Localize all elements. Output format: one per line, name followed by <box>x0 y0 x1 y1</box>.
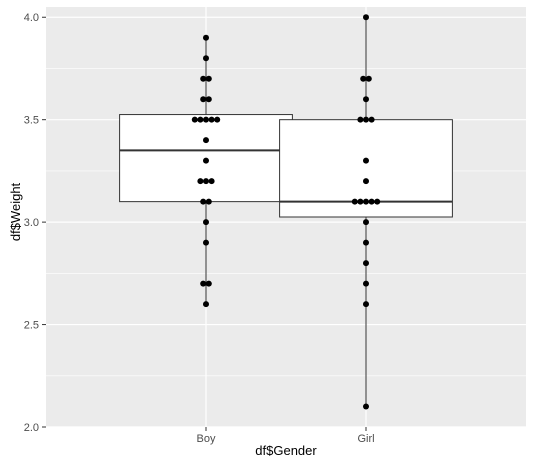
data-point <box>200 280 207 287</box>
data-point <box>203 55 209 62</box>
data-point <box>363 198 369 205</box>
data-point <box>363 219 369 226</box>
x-tick-label: Girl <box>357 433 374 445</box>
data-point <box>363 239 369 246</box>
y-tick-label: 2.5 <box>24 320 39 332</box>
data-point <box>363 280 369 287</box>
data-point <box>363 178 369 185</box>
data-point <box>363 116 369 123</box>
x-axis-title: df$Gender <box>255 443 317 458</box>
data-point <box>203 301 209 308</box>
data-point <box>205 96 212 103</box>
data-point <box>365 75 372 82</box>
y-tick-label: 3.0 <box>24 217 39 229</box>
data-point <box>360 75 367 82</box>
data-point <box>200 75 207 82</box>
data-point <box>357 116 364 123</box>
data-point <box>203 137 209 144</box>
data-point <box>363 260 369 267</box>
data-point <box>363 301 369 308</box>
data-point <box>208 178 215 185</box>
data-point <box>368 198 375 205</box>
data-point <box>363 157 369 164</box>
y-tick-label: 4.0 <box>24 12 39 24</box>
data-point <box>200 96 207 103</box>
data-point <box>357 198 364 205</box>
data-point <box>363 96 369 103</box>
data-point <box>200 198 207 205</box>
y-tick-label: 2.0 <box>24 422 39 434</box>
y-tick-label: 3.5 <box>24 115 39 127</box>
data-point <box>191 116 198 123</box>
data-point <box>197 178 204 185</box>
data-point <box>351 198 358 205</box>
x-tick-label: Boy <box>197 433 216 445</box>
data-point <box>203 178 209 185</box>
data-point <box>203 239 209 246</box>
axis-layer: 2.0 2.5 3.0 3.5 4.0 Boy Girl <box>24 12 375 445</box>
data-point <box>203 219 209 226</box>
data-point <box>205 280 212 287</box>
data-point <box>203 34 209 41</box>
data-point <box>208 116 215 123</box>
data-point <box>214 116 221 123</box>
data-point <box>203 157 209 164</box>
data-point <box>205 198 212 205</box>
data-point <box>197 116 204 123</box>
data-point <box>203 116 209 123</box>
data-point <box>368 116 375 123</box>
y-axis-title: df$Weight <box>8 182 23 241</box>
data-point <box>205 75 212 82</box>
data-point <box>363 403 369 410</box>
data-point <box>374 198 381 205</box>
data-point <box>363 14 369 21</box>
point-layer <box>191 14 381 410</box>
